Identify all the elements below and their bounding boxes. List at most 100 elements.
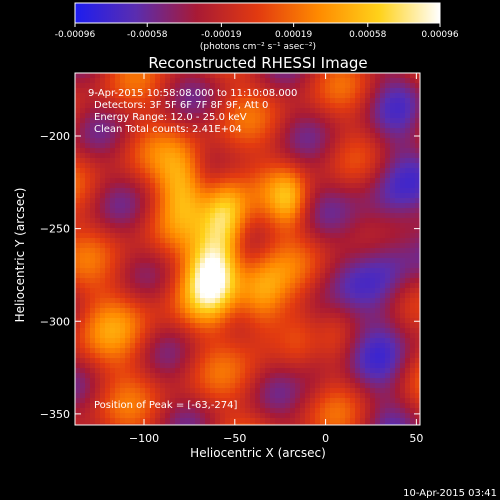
heatmap-cell <box>145 88 150 93</box>
heatmap-cell <box>255 123 260 128</box>
heatmap-cell <box>370 248 375 253</box>
heatmap-cell <box>310 178 315 183</box>
heatmap-cell <box>295 268 300 273</box>
heatmap-cell <box>145 253 150 258</box>
heatmap-cell <box>310 243 315 248</box>
heatmap-cell <box>355 333 360 338</box>
heatmap-cell <box>275 323 280 328</box>
heatmap-cell <box>405 398 410 403</box>
heatmap-cell <box>260 153 265 158</box>
heatmap-cell <box>105 363 110 368</box>
heatmap-cell <box>170 183 175 188</box>
heatmap-cell <box>95 168 100 173</box>
heatmap-cell <box>255 263 260 268</box>
heatmap-cell <box>400 423 405 425</box>
heatmap-cell <box>405 248 410 253</box>
heatmap-cell <box>200 268 205 273</box>
heatmap-cell <box>200 78 205 83</box>
heatmap-cell <box>210 88 215 93</box>
heatmap-cell <box>415 248 420 253</box>
heatmap-cell <box>325 228 330 233</box>
heatmap-cell <box>170 128 175 133</box>
heatmap-cell <box>285 368 290 373</box>
heatmap-cell <box>150 318 155 323</box>
heatmap-cell <box>150 173 155 178</box>
heatmap-cell <box>390 88 395 93</box>
heatmap-cell <box>90 183 95 188</box>
heatmap-cell <box>230 408 235 413</box>
heatmap-cell <box>140 353 145 358</box>
heatmap-cell <box>260 128 265 133</box>
heatmap-cell <box>155 238 160 243</box>
heatmap-cell <box>305 378 310 383</box>
heatmap-cell <box>140 228 145 233</box>
heatmap-cell <box>265 153 270 158</box>
heatmap-cell <box>115 208 120 213</box>
heatmap-cell <box>390 403 395 408</box>
heatmap-cell <box>200 158 205 163</box>
heatmap-cell <box>340 223 345 228</box>
heatmap-cell <box>390 98 395 103</box>
heatmap-cell <box>290 333 295 338</box>
heatmap-cell <box>335 148 340 153</box>
heatmap-cell <box>160 148 165 153</box>
heatmap-cell <box>155 158 160 163</box>
heatmap-cell <box>235 298 240 303</box>
heatmap-cell <box>150 83 155 88</box>
heatmap-cell <box>135 308 140 313</box>
heatmap-cell <box>320 403 325 408</box>
heatmap-cell <box>295 423 300 425</box>
heatmap-cell <box>170 423 175 425</box>
heatmap-cell <box>130 188 135 193</box>
heatmap-cell <box>350 388 355 393</box>
heatmap-cell <box>240 118 245 123</box>
heatmap-cell <box>410 163 415 168</box>
heatmap-cell <box>115 383 120 388</box>
heatmap-cell <box>320 293 325 298</box>
heatmap-cell <box>285 348 290 353</box>
heatmap-cell <box>350 313 355 318</box>
heatmap-cell <box>130 303 135 308</box>
heatmap-cell <box>150 193 155 198</box>
heatmap-cell <box>410 383 415 388</box>
heatmap-cell <box>315 278 320 283</box>
heatmap-cell <box>270 78 275 83</box>
heatmap-cell <box>305 83 310 88</box>
heatmap-cell <box>220 368 225 373</box>
heatmap-cell <box>200 338 205 343</box>
heatmap-cell <box>265 338 270 343</box>
heatmap-cell <box>105 398 110 403</box>
heatmap-cell <box>405 173 410 178</box>
heatmap-cell <box>135 138 140 143</box>
heatmap-cell <box>210 168 215 173</box>
heatmap-cell <box>160 408 165 413</box>
heatmap-cell <box>280 103 285 108</box>
heatmap-cell <box>330 343 335 348</box>
heatmap-cell <box>405 78 410 83</box>
heatmap-cell <box>215 263 220 268</box>
heatmap-cell <box>215 333 220 338</box>
heatmap-cell <box>315 263 320 268</box>
heatmap-cell <box>125 153 130 158</box>
heatmap-cell <box>330 83 335 88</box>
heatmap-cell <box>270 178 275 183</box>
heatmap-cell <box>390 238 395 243</box>
heatmap-cell <box>320 278 325 283</box>
heatmap-cell <box>405 93 410 98</box>
heatmap-cell <box>380 233 385 238</box>
heatmap-cell <box>175 113 180 118</box>
heatmap-cell <box>175 83 180 88</box>
heatmap-cell <box>390 358 395 363</box>
heatmap-cell <box>320 123 325 128</box>
heatmap-cell <box>135 163 140 168</box>
heatmap-cell <box>375 153 380 158</box>
heatmap-cell <box>315 333 320 338</box>
heatmap-cell <box>355 208 360 213</box>
heatmap-cell <box>205 248 210 253</box>
heatmap-cell <box>335 308 340 313</box>
heatmap-cell <box>380 188 385 193</box>
heatmap-cell <box>385 148 390 153</box>
heatmap-cell <box>260 373 265 378</box>
heatmap-cell <box>160 243 165 248</box>
heatmap-cell <box>85 88 90 93</box>
